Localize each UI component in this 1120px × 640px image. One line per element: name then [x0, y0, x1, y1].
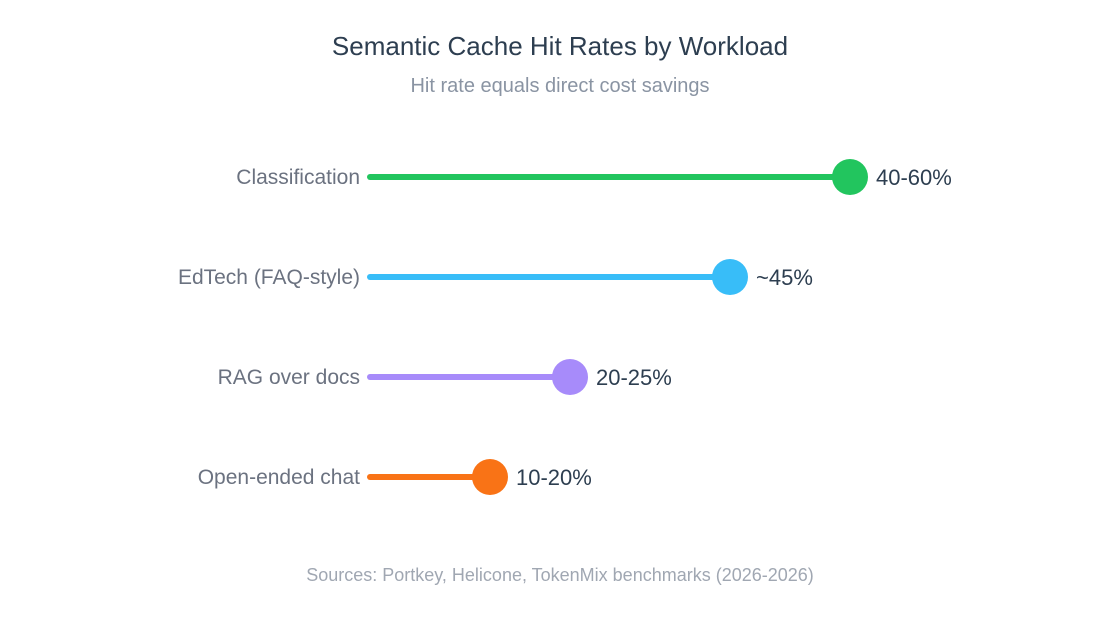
source-note: Sources: Portkey, Helicone, TokenMix ben…	[306, 565, 814, 585]
marker-classification	[832, 159, 868, 195]
value-label-open-ended-chat: 10-20%	[516, 465, 592, 490]
value-label-classification: 40-60%	[876, 165, 952, 190]
value-label-edtech-faq-style: ~45%	[756, 265, 813, 290]
category-label-classification: Classification	[236, 166, 360, 189]
marker-edtech-faq-style	[712, 259, 748, 295]
value-label-rag-over-docs: 20-25%	[596, 365, 672, 390]
marker-open-ended-chat	[472, 459, 508, 495]
lollipop-rows: Classification 40-60% EdTech (FAQ-style) ~4…	[178, 159, 952, 495]
category-label-rag-over-docs: RAG over docs	[218, 366, 360, 389]
chart-subtitle: Hit rate equals direct cost savings	[410, 75, 709, 97]
category-label-open-ended-chat: Open-ended chat	[198, 466, 360, 489]
chart-title: Semantic Cache Hit Rates by Workload	[332, 31, 788, 61]
marker-rag-over-docs	[552, 359, 588, 395]
category-label-edtech-faq-style: EdTech (FAQ-style)	[178, 266, 360, 289]
